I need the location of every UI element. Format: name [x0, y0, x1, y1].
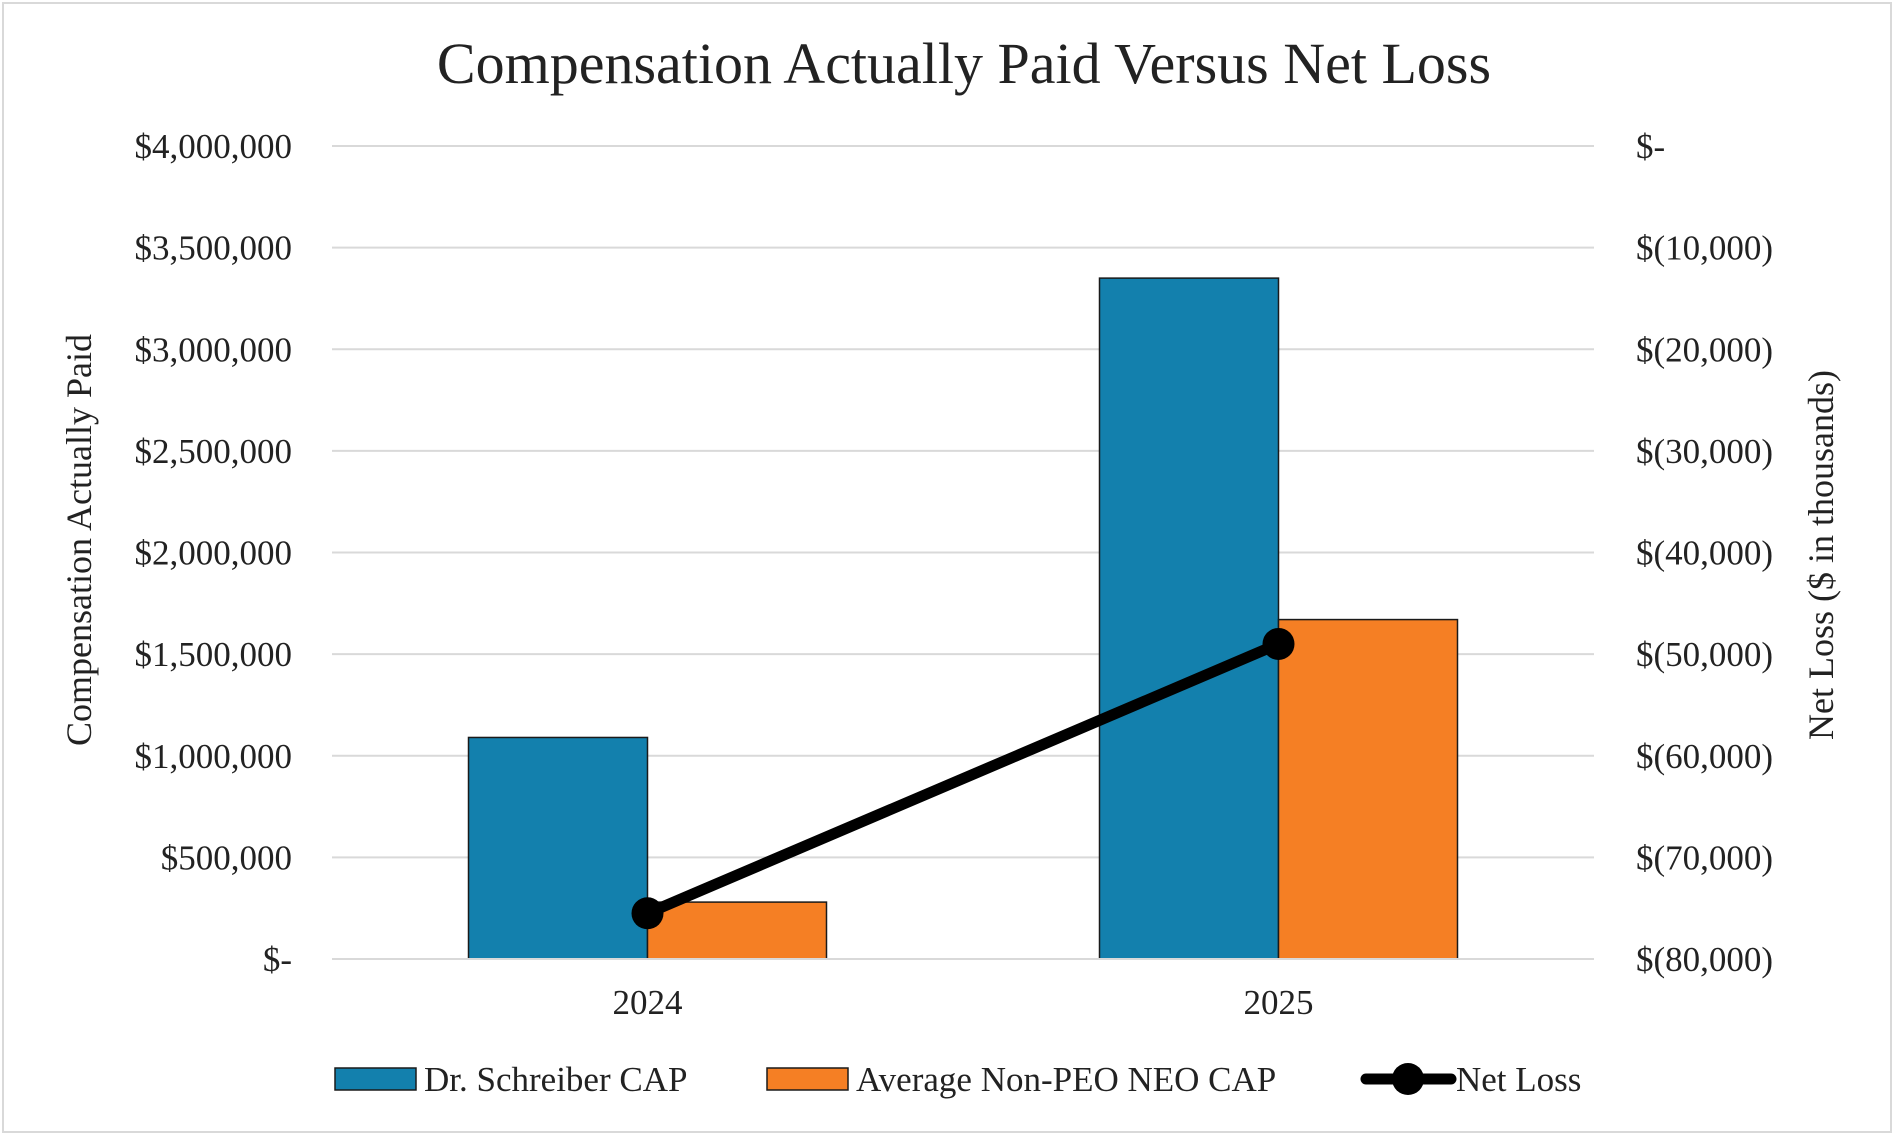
right-axis-ticks: $(80,000) $(70,000) $(60,000) $(50,000) $(40… [1636, 127, 1773, 979]
left-tick-label: $500,000 [161, 838, 292, 877]
net-loss-line [642, 638, 1284, 919]
right-tick-label: $(20,000) [1636, 330, 1773, 369]
right-tick-label: $- [1636, 127, 1665, 166]
right-axis-title: Net Loss ($ in thousands) [1801, 370, 1841, 740]
legend-swatch-average-non-peo-neo-cap [766, 1067, 849, 1091]
left-tick-label: $2,000,000 [135, 534, 293, 573]
bar-dr-schreiber-cap-2025 [1098, 277, 1280, 960]
left-axis-ticks: $- $500,000 $1,000,000 $1,500,000 $2,000,000… [135, 127, 293, 979]
right-tick-label: $(10,000) [1636, 229, 1773, 268]
right-tick-label: $(80,000) [1636, 940, 1773, 979]
bars [467, 277, 1459, 960]
legend-label-net-loss: Net Loss [1456, 1060, 1581, 1099]
right-tick-label: $(60,000) [1636, 737, 1773, 776]
legend-label-dr-schreiber-cap: Dr. Schreiber CAP [424, 1060, 687, 1099]
x-axis-ticks: 2024 2025 [613, 983, 1314, 1022]
right-tick-label: $(70,000) [1636, 838, 1773, 877]
left-tick-label: $3,000,000 [135, 330, 293, 369]
legend: Dr. Schreiber CAP Average Non-PEO NEO CAP… [334, 1060, 1581, 1099]
left-tick-label: $- [263, 940, 292, 979]
net-loss-line-layer [631, 627, 1295, 930]
x-tick-label: 2025 [1244, 983, 1314, 1022]
right-tick-label: $(40,000) [1636, 534, 1773, 573]
bar-average-non-peo-neo-cap-2025 [1277, 618, 1459, 960]
x-tick-label: 2024 [613, 983, 683, 1022]
left-tick-label: $2,500,000 [135, 432, 293, 471]
legend-label-average-non-peo-neo-cap: Average Non-PEO NEO CAP [856, 1060, 1276, 1099]
left-tick-label: $1,500,000 [135, 635, 293, 674]
left-axis-title: Compensation Actually Paid [59, 334, 99, 746]
left-tick-label: $4,000,000 [135, 127, 293, 166]
bar-dr-schreiber-cap-2024 [467, 736, 649, 960]
bar-average-non-peo-neo-cap-2024 [646, 901, 828, 960]
chart-title: Compensation Actually Paid Versus Net Lo… [437, 31, 1491, 96]
net-loss-point-2024 [631, 897, 664, 930]
legend-marker-net-loss [1392, 1063, 1424, 1095]
right-tick-label: $(50,000) [1636, 635, 1773, 674]
left-tick-label: $1,000,000 [135, 737, 293, 776]
net-loss-point-2025 [1262, 627, 1295, 660]
right-tick-label: $(30,000) [1636, 432, 1773, 471]
left-tick-label: $3,500,000 [135, 229, 293, 268]
legend-swatch-dr-schreiber-cap [334, 1067, 417, 1091]
